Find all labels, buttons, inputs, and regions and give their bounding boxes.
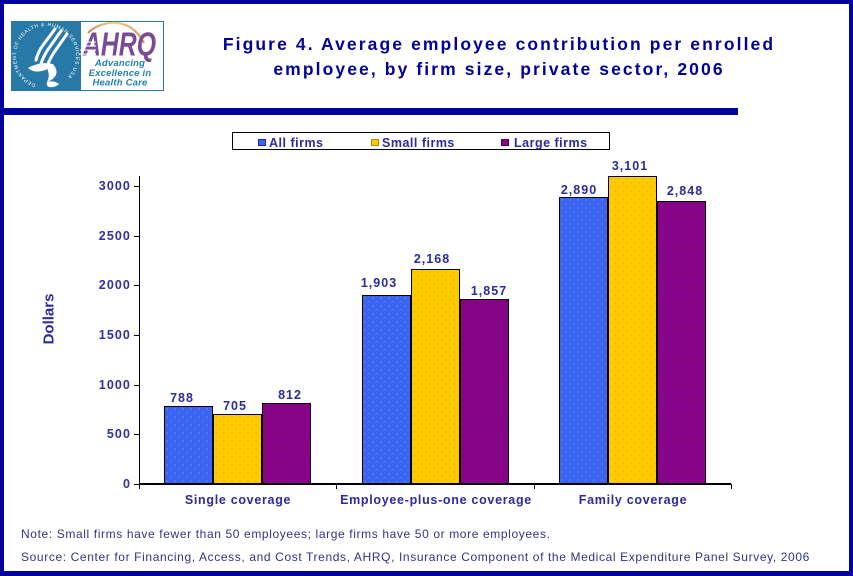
svg-text:AHRQ: AHRQ — [82, 26, 156, 63]
svg-text:Excellence in: Excellence in — [89, 68, 152, 79]
svg-text:Health Care: Health Care — [93, 78, 149, 89]
svg-text:Advancing: Advancing — [94, 58, 145, 69]
